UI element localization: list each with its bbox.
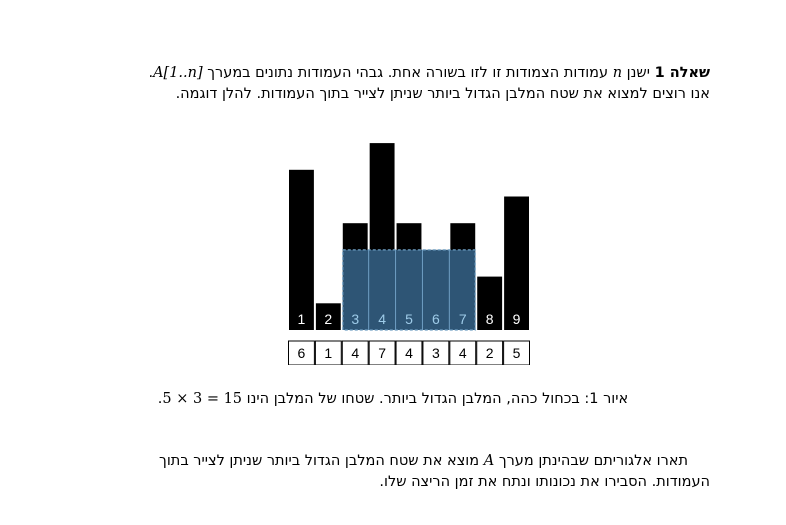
- column-index-label: 4: [378, 311, 386, 327]
- array-cell: [422, 340, 450, 365]
- array-cell-value: 6: [298, 345, 306, 361]
- question-paragraph: שאלה 1 ישנן n עמודות הצמודות זו לזו בשור…: [100, 63, 710, 105]
- array-cell-value: 4: [459, 345, 467, 361]
- array-cell: [314, 340, 342, 365]
- column-index-label: 5: [405, 311, 413, 327]
- column-index-label: 3: [351, 311, 359, 327]
- array-cell-value: 3: [432, 345, 440, 361]
- array-cell-value: 1: [324, 345, 332, 361]
- task-text-b: מוצא את שטח המלבן הגדול ביותר שניתן לציי…: [159, 453, 710, 490]
- caption-text: איור 1: בכחול כהה, המלבן הגדול ביותר. שט…: [246, 391, 629, 407]
- question-period: .: [148, 65, 154, 81]
- task-text-a: תארו אלגוריתם שבהינתן מערך: [498, 453, 688, 469]
- histogram-bar: [504, 196, 529, 330]
- array-symbol: A: [483, 453, 495, 469]
- array-cell: [368, 340, 396, 365]
- array-cell-value: 7: [378, 345, 386, 361]
- histogram-figure: 1 2 3 4 5 6 7 8 9 6 1 4 7 4 3 4 2 5: [288, 143, 530, 365]
- array-cell: [503, 340, 530, 365]
- column-index-label: 2: [324, 311, 332, 327]
- question-label: שאלה 1: [654, 65, 710, 81]
- task-paragraph: תארו אלגוריתם שבהינתן מערך A מוצא את שטח…: [100, 451, 710, 493]
- question-text-b: עמודות הצמודות זו לזו בשורה אחת. גבהי הע…: [207, 65, 609, 81]
- column-index-label: 9: [513, 311, 521, 327]
- histogram-bar: [289, 169, 314, 330]
- histogram-bar: [477, 276, 503, 330]
- array-cell: [288, 340, 315, 365]
- histogram-bar: [315, 303, 341, 330]
- array-cell: [341, 340, 369, 365]
- column-index-label: 6: [432, 311, 440, 327]
- array-cell: [449, 340, 477, 365]
- caption-formula: 5 × 3 = 15: [162, 391, 243, 407]
- array-cell-value: 4: [405, 345, 413, 361]
- n-symbol: n: [612, 65, 623, 81]
- array-cell: [395, 340, 423, 365]
- largest-rectangle: [342, 249, 476, 331]
- column-index-label: 8: [486, 311, 494, 327]
- array-cell-value: 4: [351, 345, 359, 361]
- column-index-label: 7: [459, 311, 467, 327]
- array-notation: A[1..n]: [153, 65, 203, 81]
- array-cell-value: 2: [486, 345, 494, 361]
- column-index-label: 1: [298, 311, 306, 327]
- figure-caption: איור 1: בכחול כהה, המלבן הגדול ביותר. שט…: [0, 391, 786, 407]
- caption-period: .: [157, 391, 163, 407]
- array-cell-value: 5: [513, 345, 521, 361]
- array-cell: [476, 340, 504, 365]
- question-text-line2: אנו רוצים למצוא את שטח המלבן הגדול ביותר…: [175, 86, 710, 102]
- question-text-a: ישנן: [626, 65, 650, 81]
